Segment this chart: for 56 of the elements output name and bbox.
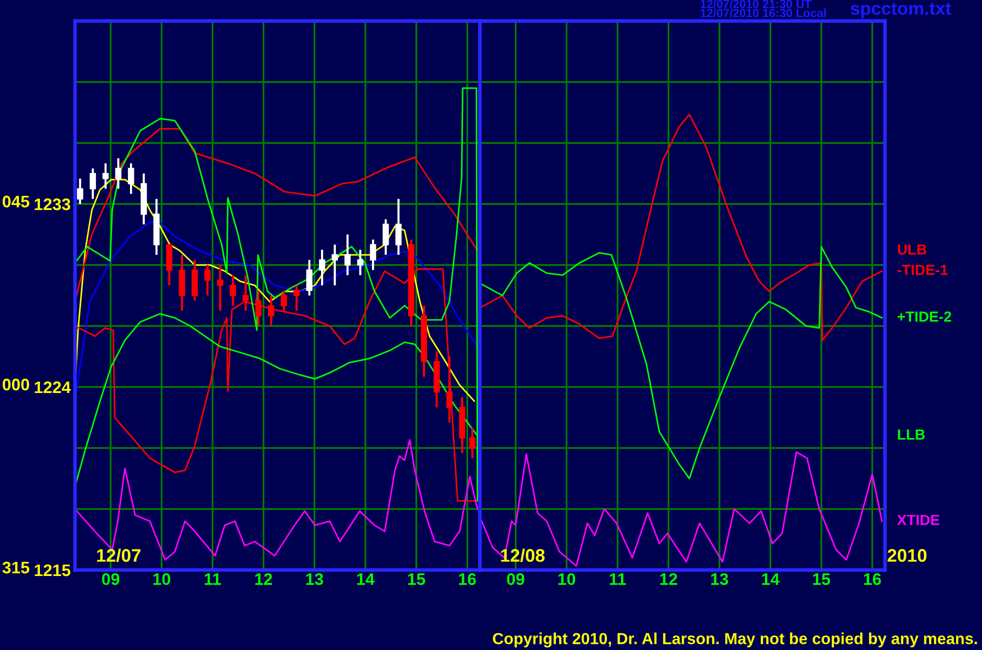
x-tick-label: 10 — [153, 573, 170, 586]
text: Copyright 2010, Dr. Al Larson. May not be copied by any means. — [492, 632, 977, 648]
annotation: 12/07 — [97, 548, 140, 562]
candlestick — [128, 162, 134, 195]
x-tick-label: 13 — [306, 573, 324, 586]
x-tick-label: 12 — [660, 573, 678, 585]
series-label: +TIDE-2 — [898, 311, 952, 322]
candlestick — [280, 289, 287, 312]
text: 000 — [2, 378, 30, 390]
candlestick — [76, 178, 84, 206]
x-tick-label: 10 — [558, 573, 576, 586]
candlestick — [294, 284, 300, 312]
y-tick-label: 1224 — [34, 381, 71, 394]
candlestick — [395, 198, 402, 256]
candlestick — [268, 294, 274, 328]
x-tick-label: 11 — [610, 573, 626, 585]
y-tick-label: 1233 — [34, 198, 70, 210]
x-tick-label: 14 — [762, 573, 780, 585]
line-series — [75, 178, 476, 402]
text: ULB — [898, 244, 926, 255]
candlestick — [115, 157, 122, 190]
candlestick — [306, 258, 312, 297]
candlestick — [469, 426, 476, 460]
candlestick — [357, 248, 364, 276]
series-label: XTIDE — [897, 514, 940, 525]
x-tick-label: 12 — [255, 573, 272, 585]
x-tick-label: 09 — [102, 573, 120, 586]
text: LLB — [898, 430, 925, 440]
candlestick — [370, 238, 376, 272]
text: 12/07/2010 16:30 Local — [700, 8, 826, 18]
candlestick — [230, 274, 236, 307]
x-tick-label: 09 — [507, 573, 524, 586]
x-tick-label: 15 — [408, 573, 426, 586]
text: 045 — [2, 196, 30, 208]
text: 315 — [2, 562, 30, 574]
x-tick-label: 11 — [204, 573, 221, 585]
text: 2010 — [888, 549, 926, 562]
candlestick — [332, 244, 338, 286]
candlestick — [204, 264, 211, 297]
candlestick — [382, 218, 389, 256]
x-tick-label: 16 — [864, 573, 881, 586]
candlestick — [344, 233, 351, 276]
text: spcctom.txt — [850, 2, 952, 18]
series-label: -TIDE-1 — [898, 264, 948, 275]
candlestick — [242, 274, 249, 312]
candlestick — [446, 355, 453, 424]
x-tick-label: 15 — [813, 573, 830, 586]
candlestick — [102, 162, 109, 190]
x-tick-label: 16 — [459, 573, 476, 586]
y-tick-label: 1215 — [34, 564, 70, 576]
candlestick — [318, 248, 326, 286]
candlestick — [255, 289, 262, 328]
candlestick — [90, 167, 96, 200]
x-tick-label: 13 — [711, 573, 728, 586]
x-tick-label: 14 — [357, 573, 375, 585]
candlestick — [217, 264, 224, 312]
